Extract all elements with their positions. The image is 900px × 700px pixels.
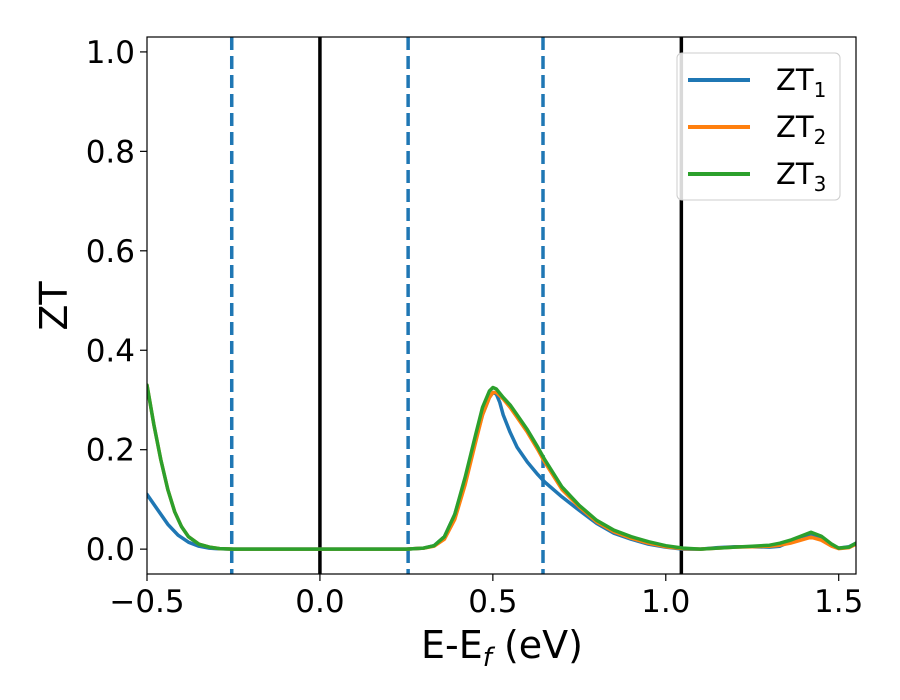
y-tick-label: 0.6 [86,234,135,270]
x-axis: −0.5 0.0 0.5 1.0 1.5 [109,574,863,620]
x-tick-label: 1.5 [814,584,863,620]
legend-items: ZT1 ZT2 ZT3 [688,63,826,196]
plot-frame [146,36,857,575]
x-tick-label: 0.5 [468,584,517,620]
y-tick-label: 0.2 [86,433,135,469]
y-tick-label: 1.0 [86,35,135,71]
y-axis: 0.0 0.2 0.4 0.6 0.8 1.0 [86,35,147,568]
x-tick-label: −0.5 [109,584,184,620]
y-tick-label: 0.4 [86,333,135,369]
x-tick-label: 0.0 [295,584,344,620]
y-tick-label: 0.0 [86,532,135,568]
y-axis-label: ZT [32,281,76,331]
x-axis-label-unit: (eV) [492,623,583,667]
x-tick-label: 1.0 [641,584,690,620]
legend-box [676,52,841,201]
legend: ZT1 ZT2 ZT3 [676,52,841,201]
x-axis-label-main: E-E [421,623,483,667]
legend-label-1: ZT1 [776,63,826,102]
y-tick-label: 0.8 [86,134,135,170]
series-layer [147,383,856,551]
legend-label-3: ZT3 [776,157,826,196]
legend-label-2: ZT2 [776,110,826,149]
x-axis-label: E-Ef (eV) [421,623,583,673]
series-line-3 [147,383,856,551]
